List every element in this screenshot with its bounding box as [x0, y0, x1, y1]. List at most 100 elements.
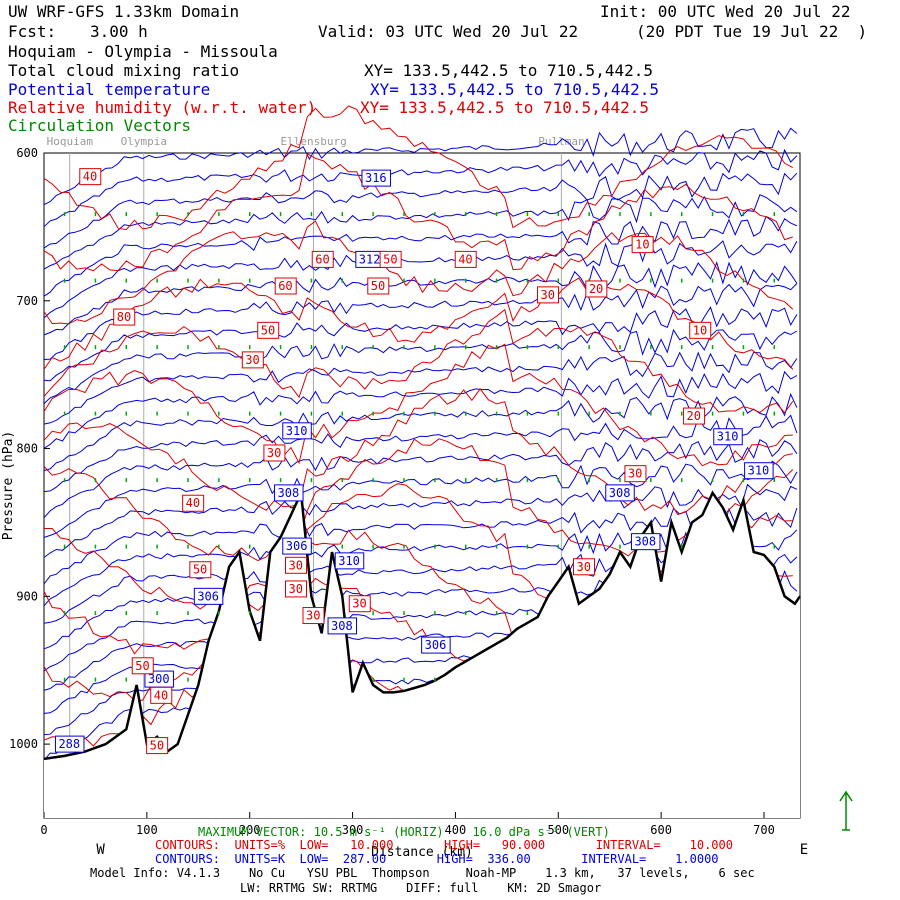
y-tick-label: 700 — [16, 294, 38, 308]
contour-label-box — [182, 494, 205, 512]
contour-label-box — [302, 607, 325, 625]
isentrope-line — [43, 438, 798, 519]
contour-label: 20 — [687, 409, 701, 423]
location-label: Olympia — [121, 135, 167, 148]
contour-label-box — [150, 686, 173, 704]
contour-label: 40 — [83, 170, 97, 184]
contour-label-box — [573, 558, 595, 576]
contour-label-box — [421, 636, 451, 654]
field-xy: XY= 133.5,442.5 to 710.5,442.5 — [364, 61, 653, 80]
field-name: Total cloud mixing ratio — [8, 61, 240, 80]
y-tick-label: 900 — [16, 589, 38, 603]
rh-contour-line — [43, 105, 794, 231]
contour-label: 60 — [315, 252, 329, 266]
contour-label: 30 — [541, 288, 555, 302]
isentrope-line — [43, 370, 798, 449]
east-label: E — [800, 842, 808, 858]
contour-label-box — [274, 484, 304, 502]
contour-label: 30 — [628, 467, 642, 481]
contour-label: 20 — [589, 282, 603, 296]
contour-label: 30 — [306, 609, 320, 623]
forecast-value: 3.00 h — [90, 22, 148, 41]
red-contours-info: CONTOURS: UNITS=% LOW= 10.000 HIGH= 90.0… — [155, 838, 733, 852]
rh-contour-line — [43, 308, 794, 414]
contour-label-box — [689, 321, 712, 339]
rh-contour-line — [43, 343, 793, 467]
contour-label-box — [285, 556, 307, 574]
rh-contour-line — [43, 388, 793, 516]
x-tick-label: 600 — [650, 823, 672, 837]
field-xy: XY= 133.5,442.5 to 710.5,442.5 — [360, 98, 649, 117]
isentrope-line — [43, 215, 798, 297]
route-title: Hoquiam - Olympia - Missoula — [8, 42, 278, 61]
contour-label: 30 — [352, 597, 366, 611]
contour-label-box — [348, 595, 371, 613]
contour-label: 312 — [359, 252, 381, 266]
contour-label-box — [54, 735, 85, 753]
isentrope-line — [43, 306, 798, 382]
contour-label-box — [113, 308, 136, 326]
location-label: Hoquiam — [47, 135, 94, 148]
max-vector-label: MAXIMUM VECTOR: 10.5 m s⁻¹ (HORIZ) 16.0 … — [198, 825, 610, 839]
blue-contours-info: CONTOURS: UNITS=K LOW= 287.00 HIGH= 336.… — [155, 852, 719, 866]
isentrope-line — [43, 483, 798, 558]
isentrope-line — [43, 148, 798, 228]
contour-label: 40 — [186, 496, 200, 510]
contour-label-box — [361, 169, 391, 187]
contour-label: 310 — [748, 464, 770, 478]
contour-label-box — [367, 277, 390, 295]
contour-label-box — [282, 537, 312, 555]
contour-label: 306 — [425, 638, 447, 652]
contour-label-box — [334, 552, 365, 570]
terrain-surface-line — [43, 488, 802, 761]
contour-label: 310 — [338, 554, 360, 568]
isentrope-line — [43, 261, 798, 336]
contour-label: 50 — [383, 252, 397, 266]
valid-time: Valid: 03 UTC Wed 20 Jul 22 — [318, 22, 579, 41]
isentrope-line — [43, 460, 798, 538]
forecast-label: Fcst: — [8, 22, 57, 41]
x-tick-label: 400 — [445, 823, 467, 837]
reference-vector-arrowhead — [839, 790, 853, 802]
y-tick-label: 1000 — [9, 737, 38, 751]
field-name: Relative humidity (w.r.t. water) — [8, 98, 317, 117]
contour-label-box — [131, 657, 154, 675]
contour-label-box — [683, 407, 706, 425]
west-label: W — [96, 842, 105, 858]
contour-label: 306 — [286, 539, 308, 553]
contour-label: 50 — [371, 279, 385, 293]
x-tick-label: 200 — [239, 823, 261, 837]
isentrope-line — [43, 351, 798, 425]
contour-label-box — [263, 444, 286, 462]
contour-label-box — [744, 462, 774, 480]
model-info: Model Info: V4.1.3 No Cu YSU PBL Thompso… — [90, 866, 755, 880]
contour-label: 310 — [717, 430, 739, 444]
field-name: Circulation Vectors — [8, 116, 192, 135]
domain-title: UW WRF-GFS 1.33km Domain — [8, 2, 240, 21]
rh-contour-line — [43, 153, 793, 272]
y-tick-label: 800 — [16, 442, 38, 456]
contour-label-box — [241, 351, 264, 369]
x-tick-label: 100 — [136, 823, 158, 837]
contour-label-box — [624, 465, 647, 483]
isentrope-line — [43, 414, 798, 493]
contour-label-box — [630, 533, 661, 551]
contour-label: 308 — [278, 486, 300, 500]
location-label: Ellensburg — [280, 135, 346, 148]
contour-label: 30 — [289, 558, 303, 572]
isentrope-line — [43, 283, 798, 360]
contour-label-box — [454, 250, 477, 268]
isentrope-line — [43, 240, 798, 319]
location-label: Pullman — [538, 135, 584, 148]
contour-label-box — [274, 277, 297, 295]
isentrope-line — [43, 194, 798, 270]
contour-label-box — [605, 484, 635, 502]
contour-label: 308 — [609, 486, 631, 500]
contour-label: 10 — [693, 323, 707, 337]
contour-label: 316 — [365, 171, 387, 185]
rh-contour-line — [43, 277, 794, 370]
contour-label: 30 — [245, 353, 259, 367]
init-time: Init: 00 UTC Wed 20 Jul 22 — [600, 2, 851, 21]
contour-label-box — [327, 617, 358, 635]
isentrope-line — [43, 172, 798, 249]
